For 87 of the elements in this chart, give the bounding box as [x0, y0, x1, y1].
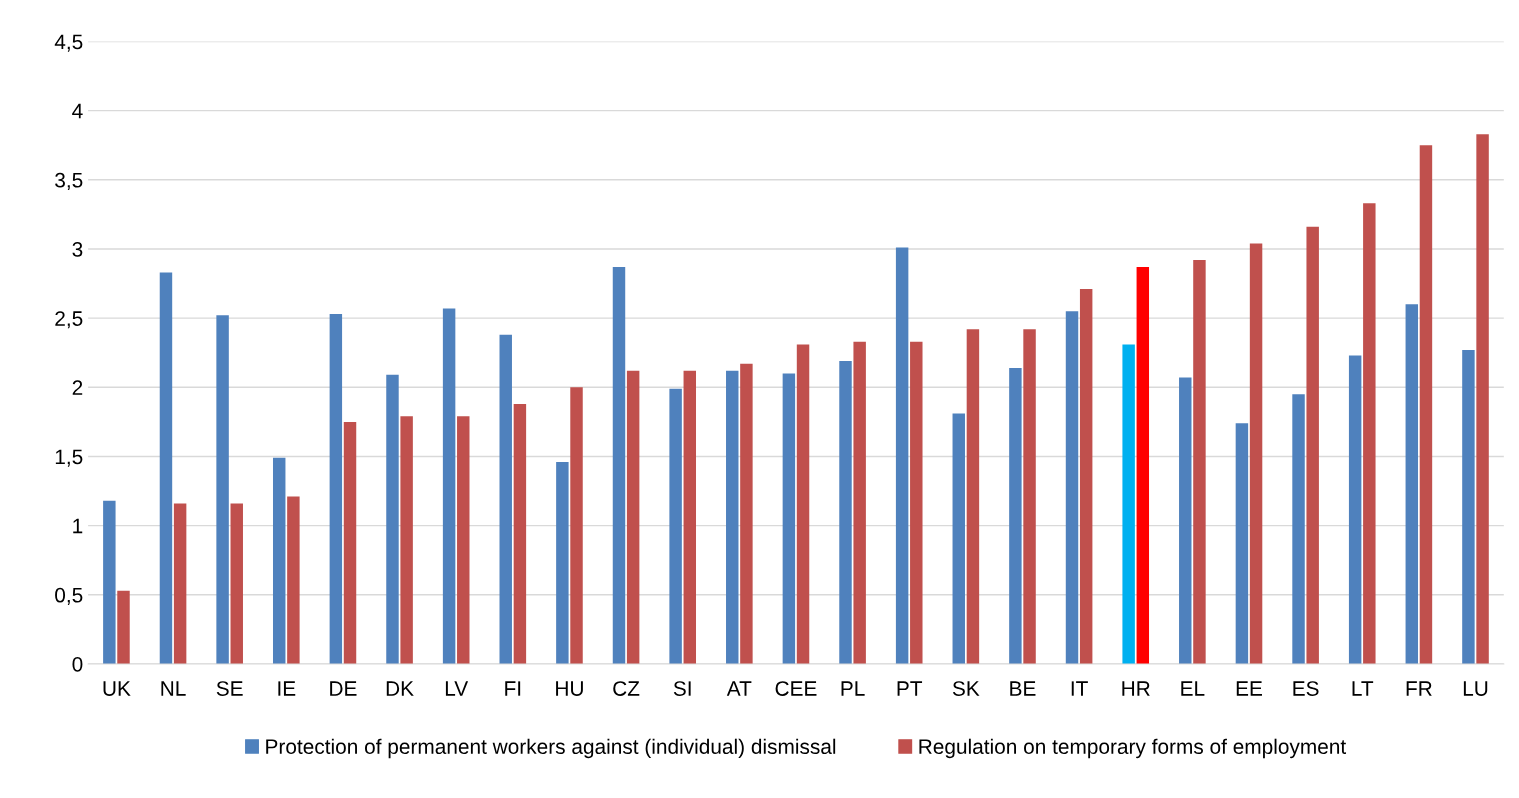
x-tick-label: SK: [952, 681, 980, 696]
y-tick-label: 0,5: [55, 587, 83, 605]
bar: [1009, 367, 1022, 664]
bar: [400, 416, 413, 664]
bar: [513, 403, 527, 664]
x-tick-label: EL: [1181, 681, 1205, 696]
bar: [570, 387, 583, 664]
x-tick-label: UK: [103, 681, 131, 696]
bar: [287, 496, 300, 664]
bar: [669, 388, 682, 664]
bar: [782, 373, 796, 664]
x-tick-label: CEE: [775, 681, 817, 696]
bar: [556, 461, 569, 664]
bar: [1136, 266, 1150, 664]
bar: [1065, 311, 1079, 664]
x-tick-label: EE: [1236, 681, 1262, 696]
bar: [216, 315, 229, 664]
x-tick-label: SI: [673, 681, 691, 696]
bar: [626, 370, 640, 664]
bar: [329, 313, 343, 664]
bar: [966, 329, 980, 664]
bar: [740, 363, 753, 664]
y-tick-label: 3,5: [55, 172, 83, 191]
legend-label: Protection of permanent workers against (individual) dismissal: [266, 738, 836, 759]
bar: [230, 503, 243, 664]
bar: [1249, 243, 1263, 664]
bar: [1193, 260, 1206, 664]
bar: [796, 344, 810, 664]
bar: [839, 361, 852, 664]
x-tick-label: BE: [1010, 681, 1036, 696]
x-tick-label: IT: [1071, 681, 1088, 696]
bar: [117, 590, 130, 664]
bar: [386, 374, 399, 664]
x-tick-label: DK: [386, 681, 414, 696]
bar: [173, 503, 187, 664]
y-tick-label: 0: [72, 656, 83, 672]
x-tick-label: HU: [556, 681, 583, 696]
x-tick-label: FR: [1406, 681, 1432, 696]
y-tick-label: 4: [72, 103, 83, 119]
x-tick-label: HR: [1122, 681, 1150, 696]
bar: [499, 334, 512, 664]
bar: [683, 370, 697, 664]
bar: [159, 272, 173, 664]
y-tick-label: 3: [72, 241, 83, 257]
y-tick-label: 2: [72, 380, 83, 395]
x-tick-label: SE: [216, 681, 243, 696]
bar: [343, 421, 357, 664]
bar: [952, 413, 965, 664]
bar: [1023, 329, 1036, 664]
y-tick-label: 1: [73, 518, 83, 534]
y-tick-label: 1,5: [55, 449, 83, 467]
bar: [1462, 349, 1475, 664]
bar: [1179, 377, 1192, 664]
bar: [910, 341, 923, 664]
x-tick-label: DE: [330, 681, 357, 696]
bar: [1419, 145, 1433, 664]
bar: [612, 266, 626, 664]
bar: [1235, 423, 1249, 664]
bar: [1079, 289, 1093, 664]
bar: [1476, 134, 1489, 664]
x-tick-label: AT: [726, 681, 752, 696]
x-tick-label: LT: [1352, 681, 1374, 696]
bar: [103, 500, 116, 664]
bar: [272, 457, 286, 664]
x-tick-label: NL: [161, 681, 186, 696]
x-tick-label: FI: [505, 681, 521, 696]
bar: [726, 370, 739, 664]
y-tick-label: 2,5: [55, 311, 83, 329]
x-tick-label: LU: [1463, 681, 1488, 696]
bar: [1122, 344, 1135, 664]
y-tick-label: 4,5: [54, 34, 83, 52]
bar: [442, 308, 456, 664]
x-tick-label: CZ: [613, 681, 640, 696]
bar: [1348, 355, 1362, 664]
bar: [1363, 203, 1376, 664]
x-tick-label: PL: [841, 681, 865, 696]
bar: [1405, 304, 1419, 664]
x-tick-label: PT: [897, 681, 923, 696]
bar: [1306, 226, 1319, 664]
x-tick-label: LV: [445, 681, 469, 696]
x-tick-label: IE: [278, 681, 296, 696]
bar: [853, 341, 866, 664]
legend-label: Regulation on temporary forms of employment: [919, 738, 1347, 759]
bar: [457, 416, 470, 664]
x-tick-label: ES: [1293, 681, 1319, 696]
bar: [1292, 394, 1305, 664]
bar: [895, 247, 909, 664]
